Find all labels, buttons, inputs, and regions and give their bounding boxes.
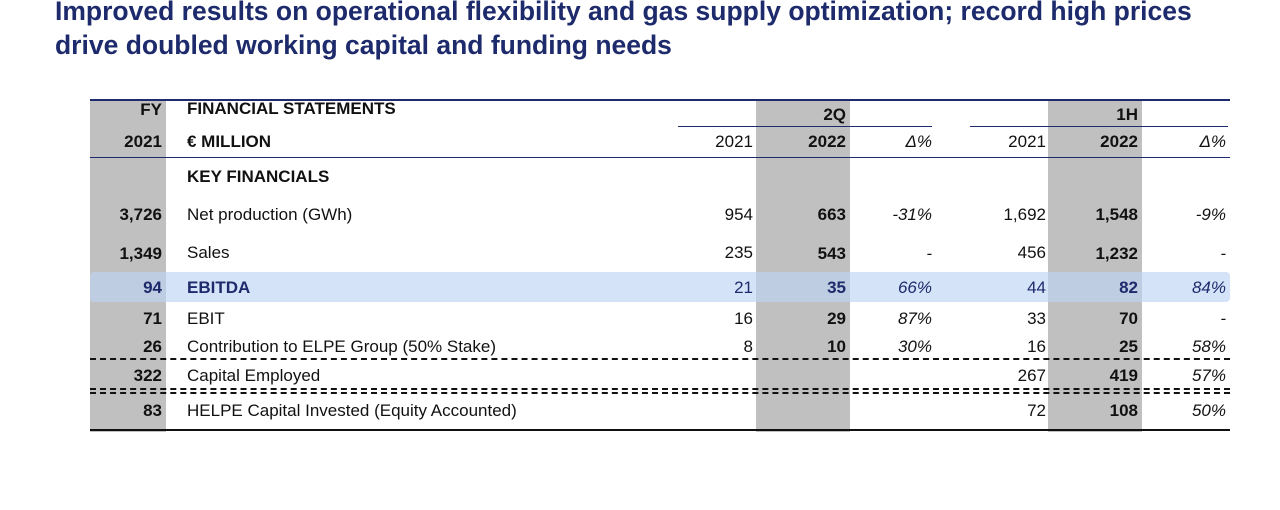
h2022-header: 2022 bbox=[1100, 132, 1138, 151]
h2021-header: 2021 bbox=[1008, 132, 1046, 151]
row-q2021: 8 bbox=[743, 337, 753, 356]
row-fy-value: 26 bbox=[143, 337, 162, 356]
q2022-header: 2022 bbox=[808, 132, 846, 151]
row-h-delta: 57% bbox=[1191, 366, 1226, 385]
row-label: Capital Employed bbox=[187, 366, 321, 385]
row-h2022: 419 bbox=[1109, 366, 1138, 385]
statements-header: FINANCIAL STATEMENTS bbox=[187, 99, 396, 118]
row-fy-value: 94 bbox=[143, 278, 162, 297]
row-q2022: 29 bbox=[827, 309, 846, 328]
dashed-rule-1 bbox=[90, 358, 1230, 360]
row-fy-value: 71 bbox=[143, 309, 162, 328]
fy-header: FY bbox=[140, 100, 162, 119]
row-label: EBITDA bbox=[187, 278, 251, 297]
dashed-rule-2 bbox=[90, 388, 1230, 390]
row-q2022: 543 bbox=[817, 244, 846, 263]
row-q2022: 35 bbox=[827, 278, 846, 297]
section-label: KEY FINANCIALS bbox=[187, 167, 330, 186]
row-q-delta: - bbox=[926, 244, 932, 263]
q-delta-header: Δ% bbox=[905, 132, 932, 151]
row-h2021: 72 bbox=[1027, 401, 1046, 420]
fy-column-band bbox=[90, 99, 166, 432]
row-q2022: 10 bbox=[827, 337, 846, 356]
row-h-delta: -9% bbox=[1195, 205, 1226, 224]
ebitda-row-highlight bbox=[90, 272, 1230, 302]
row-q2021: 21 bbox=[734, 278, 753, 297]
h-group-rule bbox=[970, 126, 1228, 127]
row-q-delta: 30% bbox=[897, 337, 932, 356]
row-h2022: 1,232 bbox=[1095, 244, 1138, 263]
quarter-group-header: 2Q bbox=[823, 105, 846, 124]
row-h2021: 456 bbox=[1017, 243, 1046, 262]
row-fy-value: 1,349 bbox=[119, 244, 162, 263]
row-label: EBIT bbox=[187, 309, 225, 328]
page-title: Improved results on operational flexibil… bbox=[55, 0, 1192, 60]
row-h-delta: 84% bbox=[1191, 278, 1226, 297]
row-q-delta: -31% bbox=[892, 205, 932, 224]
row-h2022: 108 bbox=[1109, 401, 1138, 420]
row-h-delta: 58% bbox=[1191, 337, 1226, 356]
row-h2021: 44 bbox=[1027, 278, 1046, 297]
top-rule bbox=[90, 99, 1230, 101]
row-h-delta: 50% bbox=[1191, 401, 1226, 420]
q2022-column-band bbox=[756, 99, 850, 432]
row-label: Contribution to ELPE Group (50% Stake) bbox=[187, 337, 496, 356]
row-q2021: 954 bbox=[724, 205, 753, 224]
dashed-rule-3 bbox=[90, 392, 1230, 394]
financial-table: FY 2021 FINANCIAL STATEMENTS € MILLION 2… bbox=[90, 99, 1230, 433]
row-q2021: 16 bbox=[734, 309, 753, 328]
row-h2021: 1,692 bbox=[1003, 205, 1046, 224]
h2022-column-band bbox=[1048, 99, 1142, 432]
row-h2022: 25 bbox=[1119, 337, 1138, 356]
header-rule bbox=[90, 157, 1230, 158]
row-h2021: 267 bbox=[1017, 366, 1046, 385]
q-group-rule bbox=[678, 126, 932, 127]
row-label: HELPE Capital Invested (Equity Accounted… bbox=[187, 401, 517, 420]
unit-header: € MILLION bbox=[187, 132, 272, 151]
row-h-delta: - bbox=[1220, 309, 1226, 328]
row-h2022: 1,548 bbox=[1095, 205, 1138, 224]
row-q-delta: 66% bbox=[897, 278, 932, 297]
row-h2021: 16 bbox=[1027, 337, 1046, 356]
row-h2021: 33 bbox=[1027, 309, 1046, 328]
row-label: Sales bbox=[187, 243, 230, 262]
fy-year-header: 2021 bbox=[124, 132, 162, 151]
row-fy-value: 83 bbox=[143, 401, 162, 420]
row-fy-value: 3,726 bbox=[119, 205, 162, 224]
row-q2022: 663 bbox=[817, 205, 846, 224]
h-delta-header: Δ% bbox=[1199, 132, 1226, 151]
row-label: Net production (GWh) bbox=[187, 205, 353, 224]
row-q-delta: 87% bbox=[897, 309, 932, 328]
row-h2022: 82 bbox=[1119, 278, 1138, 297]
row-h-delta: - bbox=[1220, 244, 1226, 263]
row-h2022: 70 bbox=[1119, 309, 1138, 328]
bottom-rule bbox=[90, 429, 1230, 431]
half-group-header: 1H bbox=[1116, 105, 1138, 124]
q2021-header: 2021 bbox=[715, 132, 753, 151]
row-q2021: 235 bbox=[724, 243, 753, 262]
row-fy-value: 322 bbox=[133, 366, 162, 385]
